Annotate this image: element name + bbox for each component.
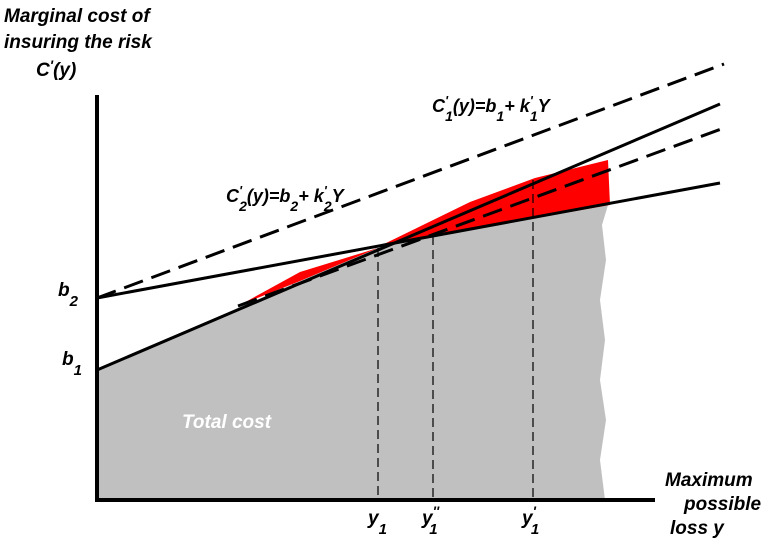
x-tick-y1-double-prime: y'' 1 [421, 503, 440, 538]
x-tick-y1: y1 [367, 508, 387, 538]
x-tick-y1-prime: y' 1 [521, 503, 539, 538]
y-axis-title-line1: Marginal cost of [4, 6, 151, 27]
line-c1-solid [96, 102, 721, 372]
total-cost-label: Total cost [182, 412, 272, 433]
x-axis-title-line3: loss y [670, 518, 725, 539]
total-cost-area [97, 205, 608, 500]
line-dashed-upper [96, 62, 725, 300]
equation-c1: C' 1(y)=b1+ k' 1Y [432, 93, 552, 124]
y-axis-title-line2: insuring the risk [4, 32, 153, 53]
y-axis-function-label: C'(y) [36, 57, 76, 81]
line-c2-solid [96, 181, 721, 300]
x-axis-title-line2: possible [683, 494, 762, 515]
x-axis-title-line1: Maximum [665, 470, 753, 491]
intercept-b2-label: b2 [58, 280, 79, 310]
equation-c2: C' 2(y)=b2+ k' 2Y [226, 183, 346, 214]
intercept-b1-label: b1 [62, 349, 82, 379]
gap-area-left [240, 248, 378, 305]
